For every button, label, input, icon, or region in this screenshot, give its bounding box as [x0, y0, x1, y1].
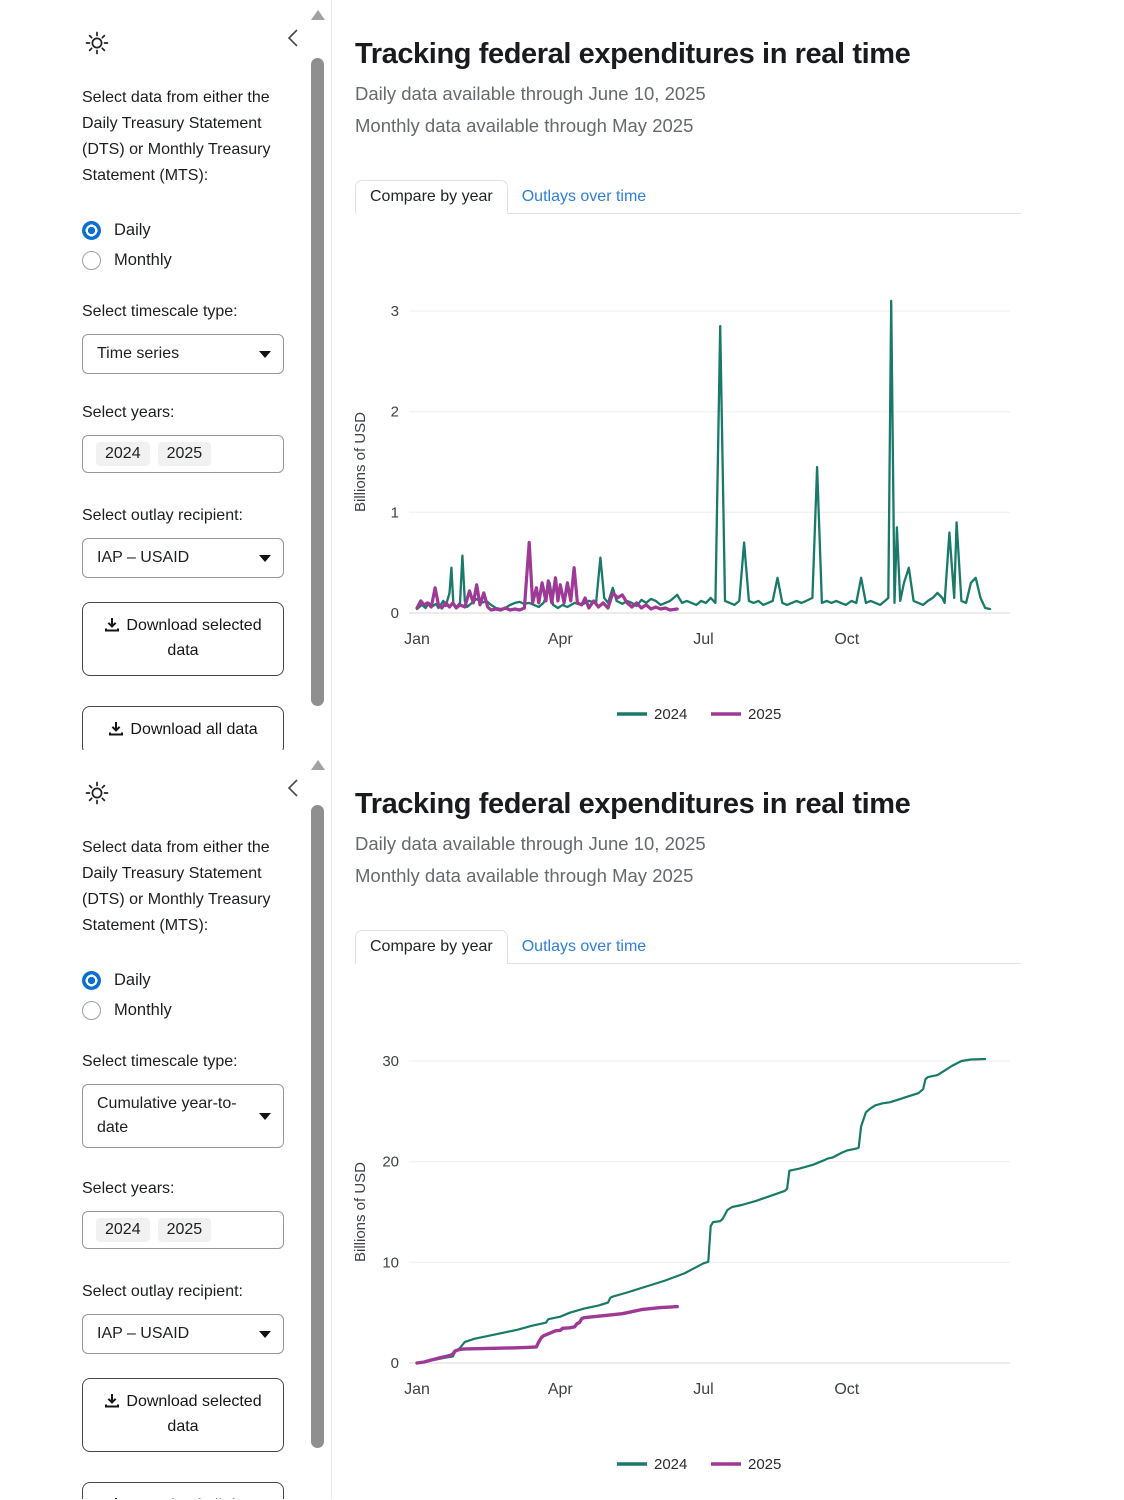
timescale-select[interactable]: Time series	[82, 334, 284, 374]
scroll-up-arrow-icon[interactable]	[311, 10, 325, 20]
chevron-down-icon	[259, 554, 271, 562]
svg-text:2025: 2025	[748, 706, 781, 723]
app-screen-cumulative: Select data from either the Daily Treasu…	[0, 750, 1124, 1499]
recipient-label: Select outlay recipient:	[82, 507, 243, 524]
svg-text:Jan: Jan	[404, 631, 430, 648]
download-selected-label: Download selected data	[126, 1393, 262, 1435]
chevron-down-icon	[259, 350, 271, 358]
download-all-button[interactable]: Download all data	[82, 1482, 284, 1499]
scrollbar-thumb[interactable]	[311, 58, 324, 706]
cumulative-chart: 0 10 20 30 Jan Apr Jul Oct Billions of USD 2024 20…	[352, 1053, 1010, 1473]
radio-monthly[interactable]: Monthly	[82, 251, 172, 270]
subtitle-monthly: Monthly data available through May 2025	[355, 115, 694, 136]
download-all-button[interactable]: Download all data	[82, 706, 284, 750]
svg-text:Jul: Jul	[693, 1381, 713, 1398]
subtitle-daily: Daily data available through June 10, 20…	[355, 83, 706, 104]
year-chip-2025[interactable]: 2025	[157, 442, 212, 466]
chevron-down-icon	[259, 1112, 271, 1120]
radio-daily-input[interactable]	[82, 971, 101, 990]
download-all-label: Download all data	[130, 1497, 257, 1499]
download-selected-label: Download selected data	[126, 617, 262, 659]
svg-text:10: 10	[382, 1254, 399, 1271]
svg-text:2024: 2024	[654, 1456, 687, 1473]
svg-text:Billions of USD: Billions of USD	[352, 1162, 369, 1262]
svg-text:Oct: Oct	[834, 631, 859, 648]
svg-text:1: 1	[391, 504, 399, 521]
tab-outlays-over-time[interactable]: Outlays over time	[521, 188, 647, 205]
subtitle-monthly: Monthly data available through May 2025	[355, 865, 694, 886]
svg-text:0: 0	[391, 1355, 399, 1372]
svg-text:Billions of USD: Billions of USD	[352, 412, 369, 512]
svg-text:Jul: Jul	[693, 631, 713, 648]
radio-monthly-label: Monthly	[114, 251, 172, 269]
svg-text:Jan: Jan	[404, 1381, 430, 1398]
sidebar-divider	[331, 0, 332, 750]
svg-text:Oct: Oct	[834, 1381, 859, 1398]
radio-daily-input[interactable]	[82, 221, 101, 240]
scrollbar-thumb[interactable]	[311, 805, 324, 1448]
svg-text:20: 20	[382, 1154, 399, 1171]
radio-monthly-label: Monthly	[114, 1001, 172, 1019]
svg-text:30: 30	[382, 1053, 399, 1070]
sidebar-intro-text: Select data from either the Daily Treasu…	[82, 839, 271, 934]
radio-monthly-input[interactable]	[82, 251, 101, 270]
app-screen-time-series: Select data from either the Daily Treasu…	[82, 0, 1021, 750]
sidebar-divider	[331, 750, 332, 1499]
download-selected-button[interactable]: Download selected data	[82, 602, 284, 676]
radio-daily[interactable]: Daily	[82, 971, 151, 990]
recipient-select[interactable]: IAP – USAID	[82, 1314, 284, 1354]
page-title: Tracking federal expenditures in real ti…	[355, 38, 911, 70]
years-label: Select years:	[82, 404, 175, 421]
year-chip-2024[interactable]: 2024	[96, 442, 150, 466]
timescale-select[interactable]: Cumulative year-to-date	[82, 1084, 284, 1148]
svg-text:Apr: Apr	[548, 1381, 574, 1398]
years-multiselect[interactable]: 2024 2025	[82, 1211, 284, 1249]
download-icon	[105, 1394, 120, 1408]
svg-text:2: 2	[391, 404, 399, 421]
subtitle-daily: Daily data available through June 10, 20…	[355, 833, 706, 854]
time-series-chart: 0 1 2 3 Jan Apr Jul Oct Billions of USD 2024 2025	[352, 299, 1010, 723]
download-selected-button[interactable]: Download selected data	[82, 1378, 284, 1452]
timescale-label: Select timescale type:	[82, 1053, 238, 1070]
svg-text:2025: 2025	[748, 1456, 781, 1473]
download-icon	[109, 722, 124, 736]
tab-compare-by-year[interactable]: Compare by year	[355, 180, 508, 214]
svg-text:Apr: Apr	[548, 631, 574, 648]
svg-text:2024: 2024	[654, 706, 687, 723]
radio-monthly[interactable]: Monthly	[82, 1001, 172, 1020]
year-chip-2025[interactable]: 2025	[157, 1218, 212, 1242]
recipient-select-value: IAP – USAID	[97, 549, 190, 566]
scroll-up-arrow-icon[interactable]	[311, 760, 325, 770]
sun-icon[interactable]	[84, 780, 110, 806]
sun-icon[interactable]	[84, 30, 110, 56]
recipient-label: Select outlay recipient:	[82, 1283, 243, 1300]
radio-daily[interactable]: Daily	[82, 221, 151, 240]
tab-outlays-over-time[interactable]: Outlays over time	[521, 938, 647, 955]
tab-compare-by-year[interactable]: Compare by year	[355, 930, 508, 964]
sidebar-intro-text: Select data from either the Daily Treasu…	[82, 89, 271, 184]
year-chip-2024[interactable]: 2024	[96, 1218, 150, 1242]
svg-text:3: 3	[391, 303, 399, 320]
chevron-down-icon	[259, 1330, 271, 1338]
recipient-select-value: IAP – USAID	[97, 1325, 190, 1342]
page-title: Tracking federal expenditures in real ti…	[355, 788, 911, 820]
tab-bar: Compare by year Outlays over time	[355, 930, 1021, 964]
download-all-label: Download all data	[130, 721, 258, 738]
sidebar-collapse-icon[interactable]	[286, 778, 300, 798]
tab-bar: Compare by year Outlays over time	[355, 180, 1021, 214]
timescale-select-value: Time series	[97, 345, 180, 362]
timescale-select-value: Cumulative year-to-date	[97, 1095, 237, 1136]
radio-daily-label: Daily	[114, 221, 151, 239]
svg-text:0: 0	[391, 605, 399, 622]
sidebar-collapse-icon[interactable]	[286, 28, 300, 48]
years-multiselect[interactable]: 2024 2025	[82, 435, 284, 473]
recipient-select[interactable]: IAP – USAID	[82, 538, 284, 578]
timescale-label: Select timescale type:	[82, 303, 238, 320]
years-label: Select years:	[82, 1180, 175, 1197]
radio-monthly-input[interactable]	[82, 1001, 101, 1020]
download-icon	[105, 618, 120, 632]
radio-daily-label: Daily	[114, 971, 151, 989]
